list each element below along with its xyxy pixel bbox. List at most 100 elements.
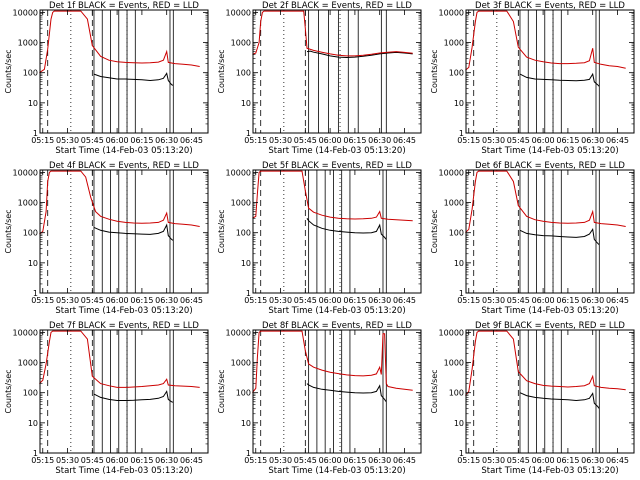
chart-title: Det 1f BLACK = Events, RED = LLD — [49, 1, 199, 11]
chart-panel-7: Det 7f BLACK = Events, RED = LLD Counts/s… — [4, 321, 209, 476]
y-tick-label: 1 — [459, 129, 464, 138]
x-tick-label: 05:45 — [81, 136, 104, 145]
x-tick-label: 05:45 — [81, 456, 104, 465]
x-tick-label: 05:45 — [507, 456, 530, 465]
x-tick-label: 06:15 — [343, 136, 366, 145]
y-tick-label: 100 — [236, 69, 251, 78]
chart-panel-3: Det 3f BLACK = Events, RED = LLD Counts/s… — [430, 1, 635, 156]
x-tick-label: 06:15 — [556, 136, 579, 145]
plot-frame — [252, 169, 422, 294]
x-axis-label: Start Time (14-Feb-03 05:13:20) — [268, 146, 405, 156]
y-tick-label: 10 — [454, 419, 464, 428]
x-tick-label: 06:00 — [319, 136, 342, 145]
x-tick-label: 06:00 — [106, 136, 129, 145]
x-tick-label: 06:00 — [319, 456, 342, 465]
y-tick-label: 10 — [28, 259, 38, 268]
x-tick-label: 06:45 — [180, 296, 203, 305]
y-tick-label: 1 — [246, 129, 251, 138]
series-line-lld — [252, 170, 413, 222]
x-tick-label: 05:30 — [56, 296, 79, 305]
x-tick-label: 05:30 — [56, 456, 79, 465]
plot-frame — [252, 329, 422, 454]
y-tick-label: 10 — [241, 99, 251, 108]
chart-panel-2: Det 2f BLACK = Events, RED = LLD Counts/s… — [217, 1, 422, 156]
y-tick-label: 10000 — [13, 168, 38, 177]
x-tick-label: 05:15 — [31, 456, 54, 465]
y-tick-label: 1 — [459, 449, 464, 458]
y-tick-label: 10 — [28, 419, 38, 428]
chart-title: Det 5f BLACK = Events, RED = LLD — [262, 161, 412, 171]
y-tick-label: 100 — [23, 389, 38, 398]
y-tick-label: 10000 — [226, 8, 251, 17]
y-axis-label: Counts/sec — [217, 209, 226, 253]
x-tick-label: 06:00 — [106, 296, 129, 305]
y-axis-label: Counts/sec — [430, 209, 439, 253]
x-axis-label: Start Time (14-Feb-03 05:13:20) — [55, 146, 192, 156]
y-tick-label: 1000 — [444, 359, 464, 368]
x-tick-label: 06:15 — [556, 456, 579, 465]
y-tick-label: 10 — [28, 99, 38, 108]
chart-panel-9: Det 9f BLACK = Events, RED = LLD Counts/s… — [430, 321, 635, 476]
y-tick-label: 1 — [33, 129, 38, 138]
y-tick-label: 1 — [33, 289, 38, 298]
x-tick-label: 05:15 — [31, 136, 54, 145]
x-tick-label: 06:30 — [155, 296, 178, 305]
x-tick-label: 06:45 — [393, 296, 416, 305]
y-tick-label: 1000 — [231, 39, 251, 48]
x-axis-label: Start Time (14-Feb-03 05:13:20) — [268, 466, 405, 476]
x-tick-label: 05:45 — [294, 456, 317, 465]
y-tick-label: 1000 — [444, 199, 464, 208]
plot-frame — [465, 329, 635, 454]
x-tick-label: 06:15 — [130, 296, 153, 305]
y-tick-label: 10000 — [13, 328, 38, 337]
x-tick-label: 05:15 — [457, 136, 480, 145]
x-tick-label: 06:15 — [556, 296, 579, 305]
x-tick-label: 05:45 — [507, 296, 530, 305]
y-tick-label: 10000 — [439, 328, 464, 337]
y-tick-label: 100 — [23, 69, 38, 78]
plot-frame — [39, 329, 209, 454]
series-line-lld — [252, 330, 413, 394]
x-tick-label: 06:30 — [368, 136, 391, 145]
y-axis-label: Counts/sec — [4, 369, 13, 413]
chart-title: Det 7f BLACK = Events, RED = LLD — [49, 321, 199, 331]
y-tick-label: 10000 — [13, 8, 38, 17]
chart-title: Det 6f BLACK = Events, RED = LLD — [475, 161, 625, 171]
chart-panel-1: Det 1f BLACK = Events, RED = LLD Counts/s… — [4, 1, 209, 156]
series-line-events — [519, 72, 600, 87]
series-line-events — [306, 383, 387, 403]
x-tick-label: 06:30 — [368, 296, 391, 305]
y-tick-label: 1 — [246, 449, 251, 458]
chart-panel-5: Det 5f BLACK = Events, RED = LLD Counts/s… — [217, 161, 422, 316]
chart-title: Det 4f BLACK = Events, RED = LLD — [49, 161, 199, 171]
x-tick-label: 06:00 — [532, 456, 555, 465]
y-axis-label: Counts/sec — [217, 49, 226, 93]
x-tick-label: 06:45 — [393, 456, 416, 465]
series-line-events — [93, 390, 174, 403]
x-tick-label: 05:30 — [56, 136, 79, 145]
x-tick-label: 05:45 — [294, 296, 317, 305]
plot-frame — [39, 169, 209, 294]
x-tick-label: 05:15 — [244, 136, 267, 145]
x-tick-label: 06:00 — [532, 296, 555, 305]
y-tick-label: 100 — [449, 69, 464, 78]
x-tick-label: 06:45 — [606, 136, 629, 145]
x-tick-label: 06:45 — [606, 296, 629, 305]
x-tick-label: 05:15 — [457, 296, 480, 305]
chart-title: Det 8f BLACK = Events, RED = LLD — [262, 321, 412, 331]
chart-panel-6: Det 6f BLACK = Events, RED = LLD Counts/s… — [430, 161, 635, 316]
series-line-events — [306, 218, 387, 240]
x-tick-label: 05:15 — [457, 456, 480, 465]
x-tick-label: 05:45 — [294, 136, 317, 145]
x-tick-label: 06:30 — [155, 136, 178, 145]
x-tick-label: 05:30 — [269, 136, 292, 145]
x-tick-label: 06:45 — [393, 136, 416, 145]
series-line-events — [519, 227, 600, 246]
series-line-events — [93, 223, 174, 241]
series-line-events — [93, 72, 174, 86]
x-tick-label: 06:15 — [343, 296, 366, 305]
series-line-lld — [39, 330, 200, 388]
y-tick-label: 1000 — [18, 359, 38, 368]
series-line-events — [519, 392, 600, 409]
y-tick-label: 10 — [454, 259, 464, 268]
